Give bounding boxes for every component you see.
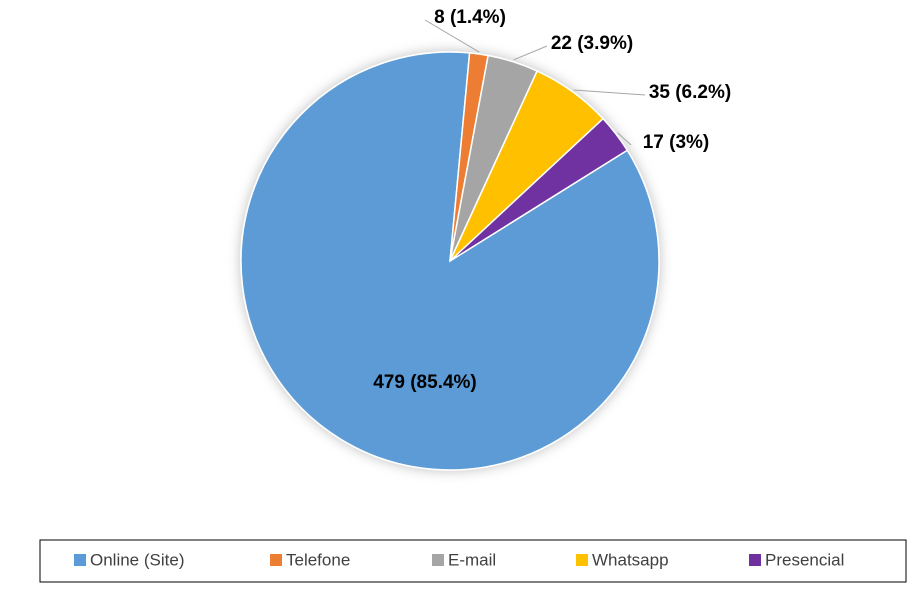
leader-line: [573, 89, 646, 96]
value-label: 22 (3.9%): [551, 33, 633, 54]
pie: [240, 51, 660, 471]
legend-label: Online (Site): [90, 550, 184, 569]
value-label: 35 (6.2%): [649, 82, 731, 103]
leader-line: [513, 45, 548, 61]
legend-swatch: [576, 554, 588, 566]
legend-label: E-mail: [448, 550, 496, 569]
legend-box: [39, 539, 907, 583]
legend-swatch: [432, 554, 444, 566]
legend-label: Telefone: [286, 550, 350, 569]
value-label: 479 (85.4%): [373, 372, 477, 393]
legend-label: Presencial: [765, 550, 844, 569]
value-label: 17 (3%): [643, 132, 710, 153]
legend-swatch: [749, 554, 761, 566]
pie-slice: [449, 117, 629, 262]
value-label: 8 (1.4%): [434, 7, 506, 28]
legend-label: Whatsapp: [592, 550, 669, 569]
leader-line: [424, 19, 480, 53]
leader-line: [617, 132, 632, 146]
legend-swatch: [74, 554, 86, 566]
legend-swatch: [270, 554, 282, 566]
